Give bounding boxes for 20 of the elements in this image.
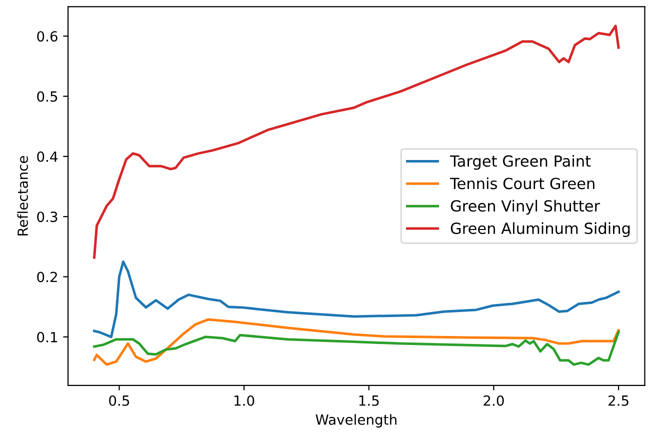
y-tick-label: 0.5 [37, 91, 58, 102]
x-axis-title: Wavelength [316, 414, 396, 428]
x-tick-label: 2.5 [608, 395, 628, 406]
legend-label: Tennis Court Green [450, 177, 594, 190]
y-tick-label: 0.3 [37, 212, 58, 222]
y-tick-label: 0.4 [37, 151, 58, 162]
legend-label: Green Aluminum Siding [450, 222, 630, 238]
y-axis-title: Reflectance [17, 156, 28, 236]
x-tick-label: 2.0 [484, 395, 504, 406]
legend-label: Green Vinyl Shutter [450, 200, 600, 215]
x-tick-label: 1.0 [234, 395, 254, 406]
x-tick-label: 0.5 [109, 395, 130, 406]
y-tick-label: 0.1 [37, 332, 58, 342]
line-series [93, 330, 620, 366]
line-series [93, 318, 620, 366]
y-tick-label: 0.2 [37, 272, 57, 282]
y-tick-label: 0.6 [37, 31, 58, 42]
line-series [93, 260, 620, 338]
x-tick-label: 1.5 [359, 396, 379, 406]
legend-label: Target Green Paint [450, 154, 591, 170]
